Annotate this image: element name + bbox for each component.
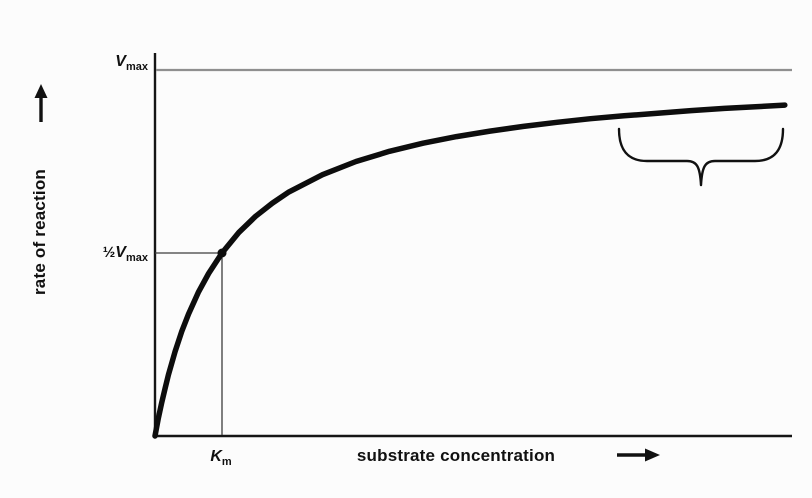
y-axis-title: rate of reaction — [30, 168, 49, 296]
half-vmax-label: ½Vmax — [102, 244, 148, 265]
km-label: Km — [210, 448, 232, 469]
y-axis-arrow-icon — [34, 84, 48, 122]
x-axis-arrow-head — [645, 448, 660, 462]
vmax-symbol: V — [115, 53, 126, 70]
half-vmax-point — [217, 248, 227, 258]
km-symbol: K — [210, 448, 222, 465]
vmax-subscript: max — [125, 61, 148, 74]
y-axis-arrow-head — [34, 84, 48, 98]
rate-curve — [152, 102, 788, 439]
brace-annotation-icon — [617, 127, 785, 187]
vmax-label: Vmax — [115, 53, 148, 74]
km-subscript: m — [221, 456, 232, 469]
half-vmax-subscript: max — [125, 252, 148, 265]
x-axis-title: substrate concentration — [356, 446, 556, 465]
half-vmax-symbol: V — [115, 244, 126, 261]
x-axis-arrow-icon — [617, 448, 660, 462]
half-fraction-symbol: ½ — [102, 244, 116, 261]
